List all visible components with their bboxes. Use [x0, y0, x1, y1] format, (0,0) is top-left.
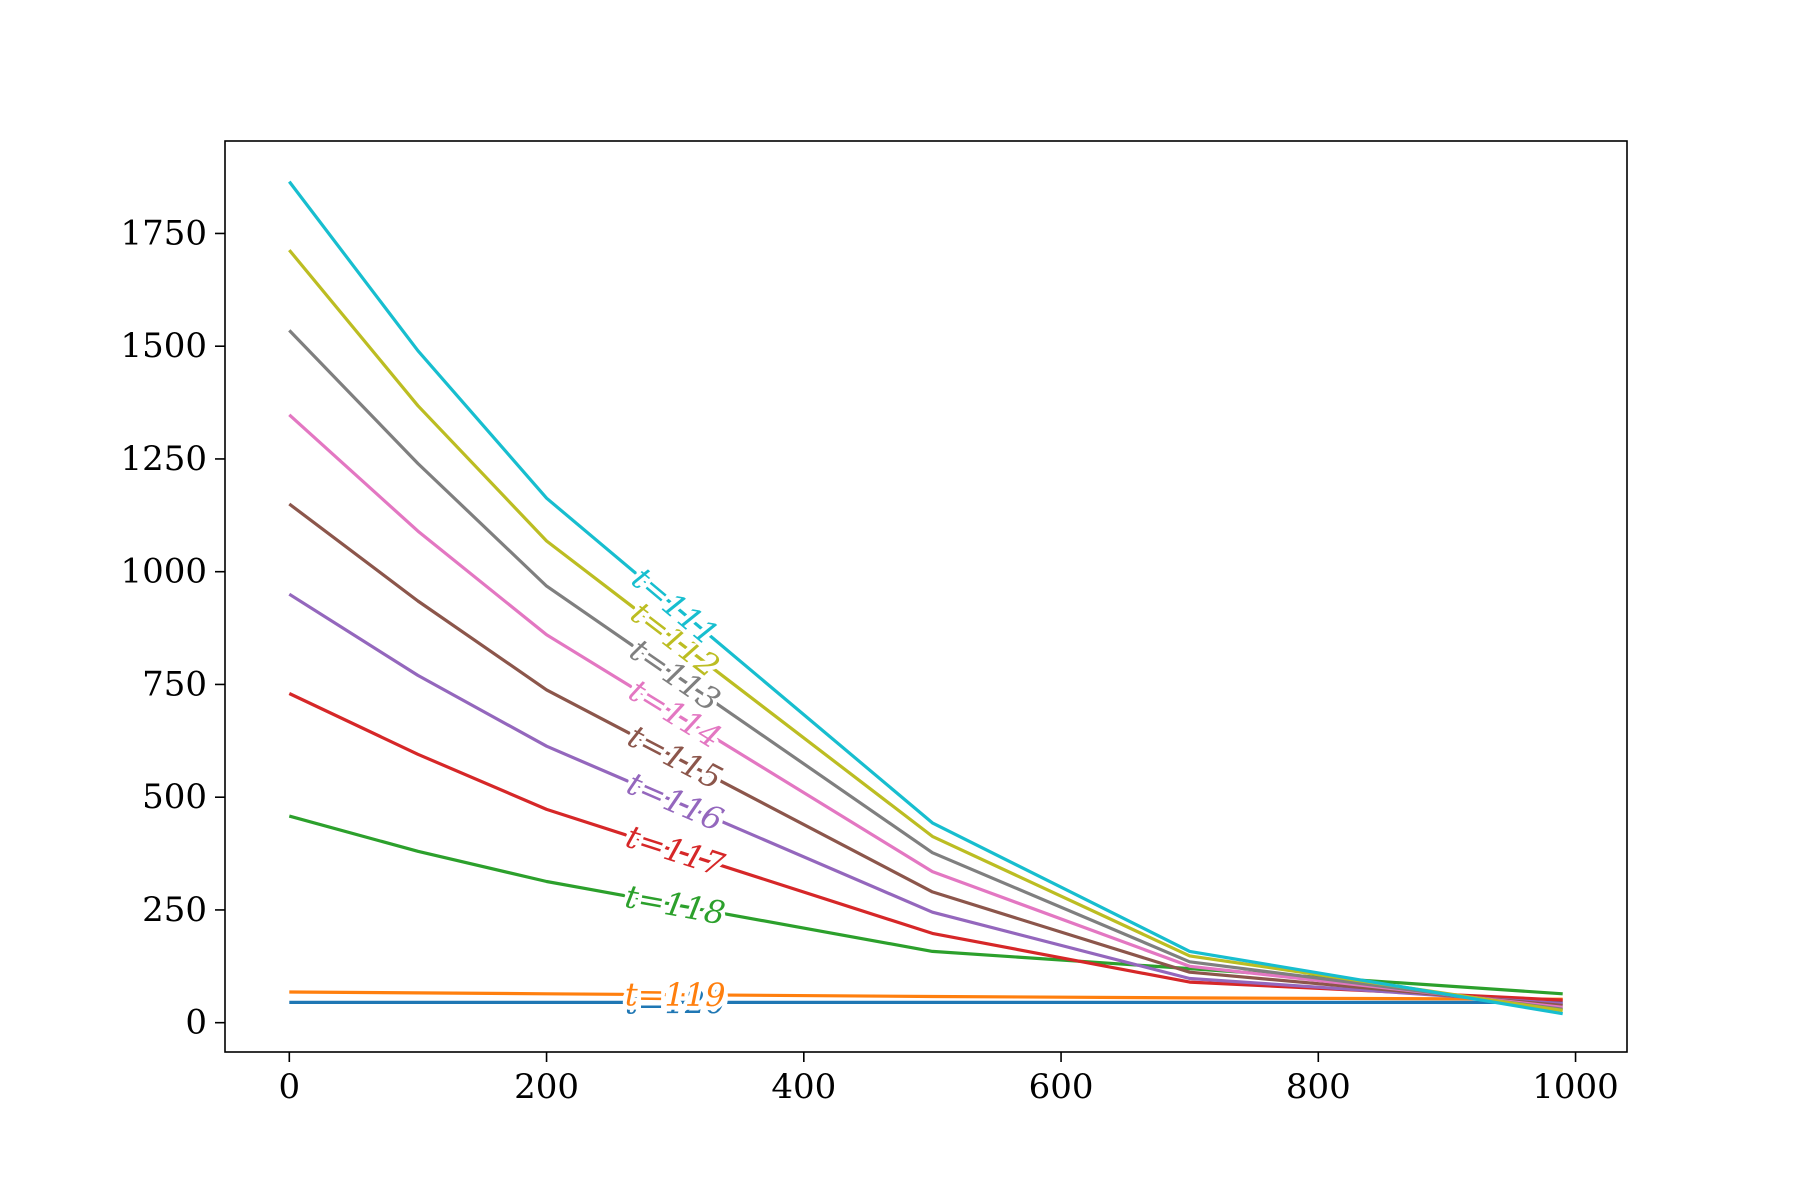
series-line-t=113	[288, 329, 1563, 1011]
y-tick-label-1500: 1500	[120, 326, 207, 366]
series-line-t=114	[288, 413, 1563, 1009]
y-tick-label-1750: 1750	[120, 213, 207, 253]
series-line-t=111	[288, 180, 1563, 1016]
series-line-t=116	[288, 592, 1563, 1006]
axis-layer: 0 200 400 600 800 1000 0 250 500 750 1000 1250 1500 1…	[120, 213, 1618, 1107]
line-label-group-t=119: t=119	[621, 971, 730, 1018]
x-tick-label-800: 800	[1286, 1067, 1351, 1107]
plot-frame	[224, 140, 1628, 1053]
series-line-t=119	[289, 990, 1563, 1001]
y-tick-label-1250: 1250	[120, 439, 207, 479]
series-line-t=117	[288, 692, 1563, 1002]
x-tick-label-400: 400	[771, 1067, 836, 1107]
x-tick-label-200: 200	[514, 1067, 579, 1107]
x-tick-label-1000: 1000	[1532, 1067, 1619, 1107]
series-line-t=115	[288, 502, 1563, 1008]
y-tick-label-500: 500	[142, 777, 207, 817]
y-tick-label-250: 250	[142, 890, 207, 930]
line-label-t=119: t=119	[625, 975, 726, 1014]
series-line-t=112	[288, 249, 1563, 1013]
series-layer	[288, 180, 1563, 1016]
line-label-group-t=120: t=120	[621, 979, 730, 1025]
x-tick-label-600: 600	[1029, 1067, 1094, 1107]
y-tick-label-1000: 1000	[120, 552, 207, 592]
y-tick-label-750: 750	[142, 664, 207, 704]
line-label-t=120: t=120	[625, 983, 726, 1021]
y-tick-label-0: 0	[185, 1003, 207, 1043]
x-tick-label-0: 0	[278, 1067, 300, 1107]
